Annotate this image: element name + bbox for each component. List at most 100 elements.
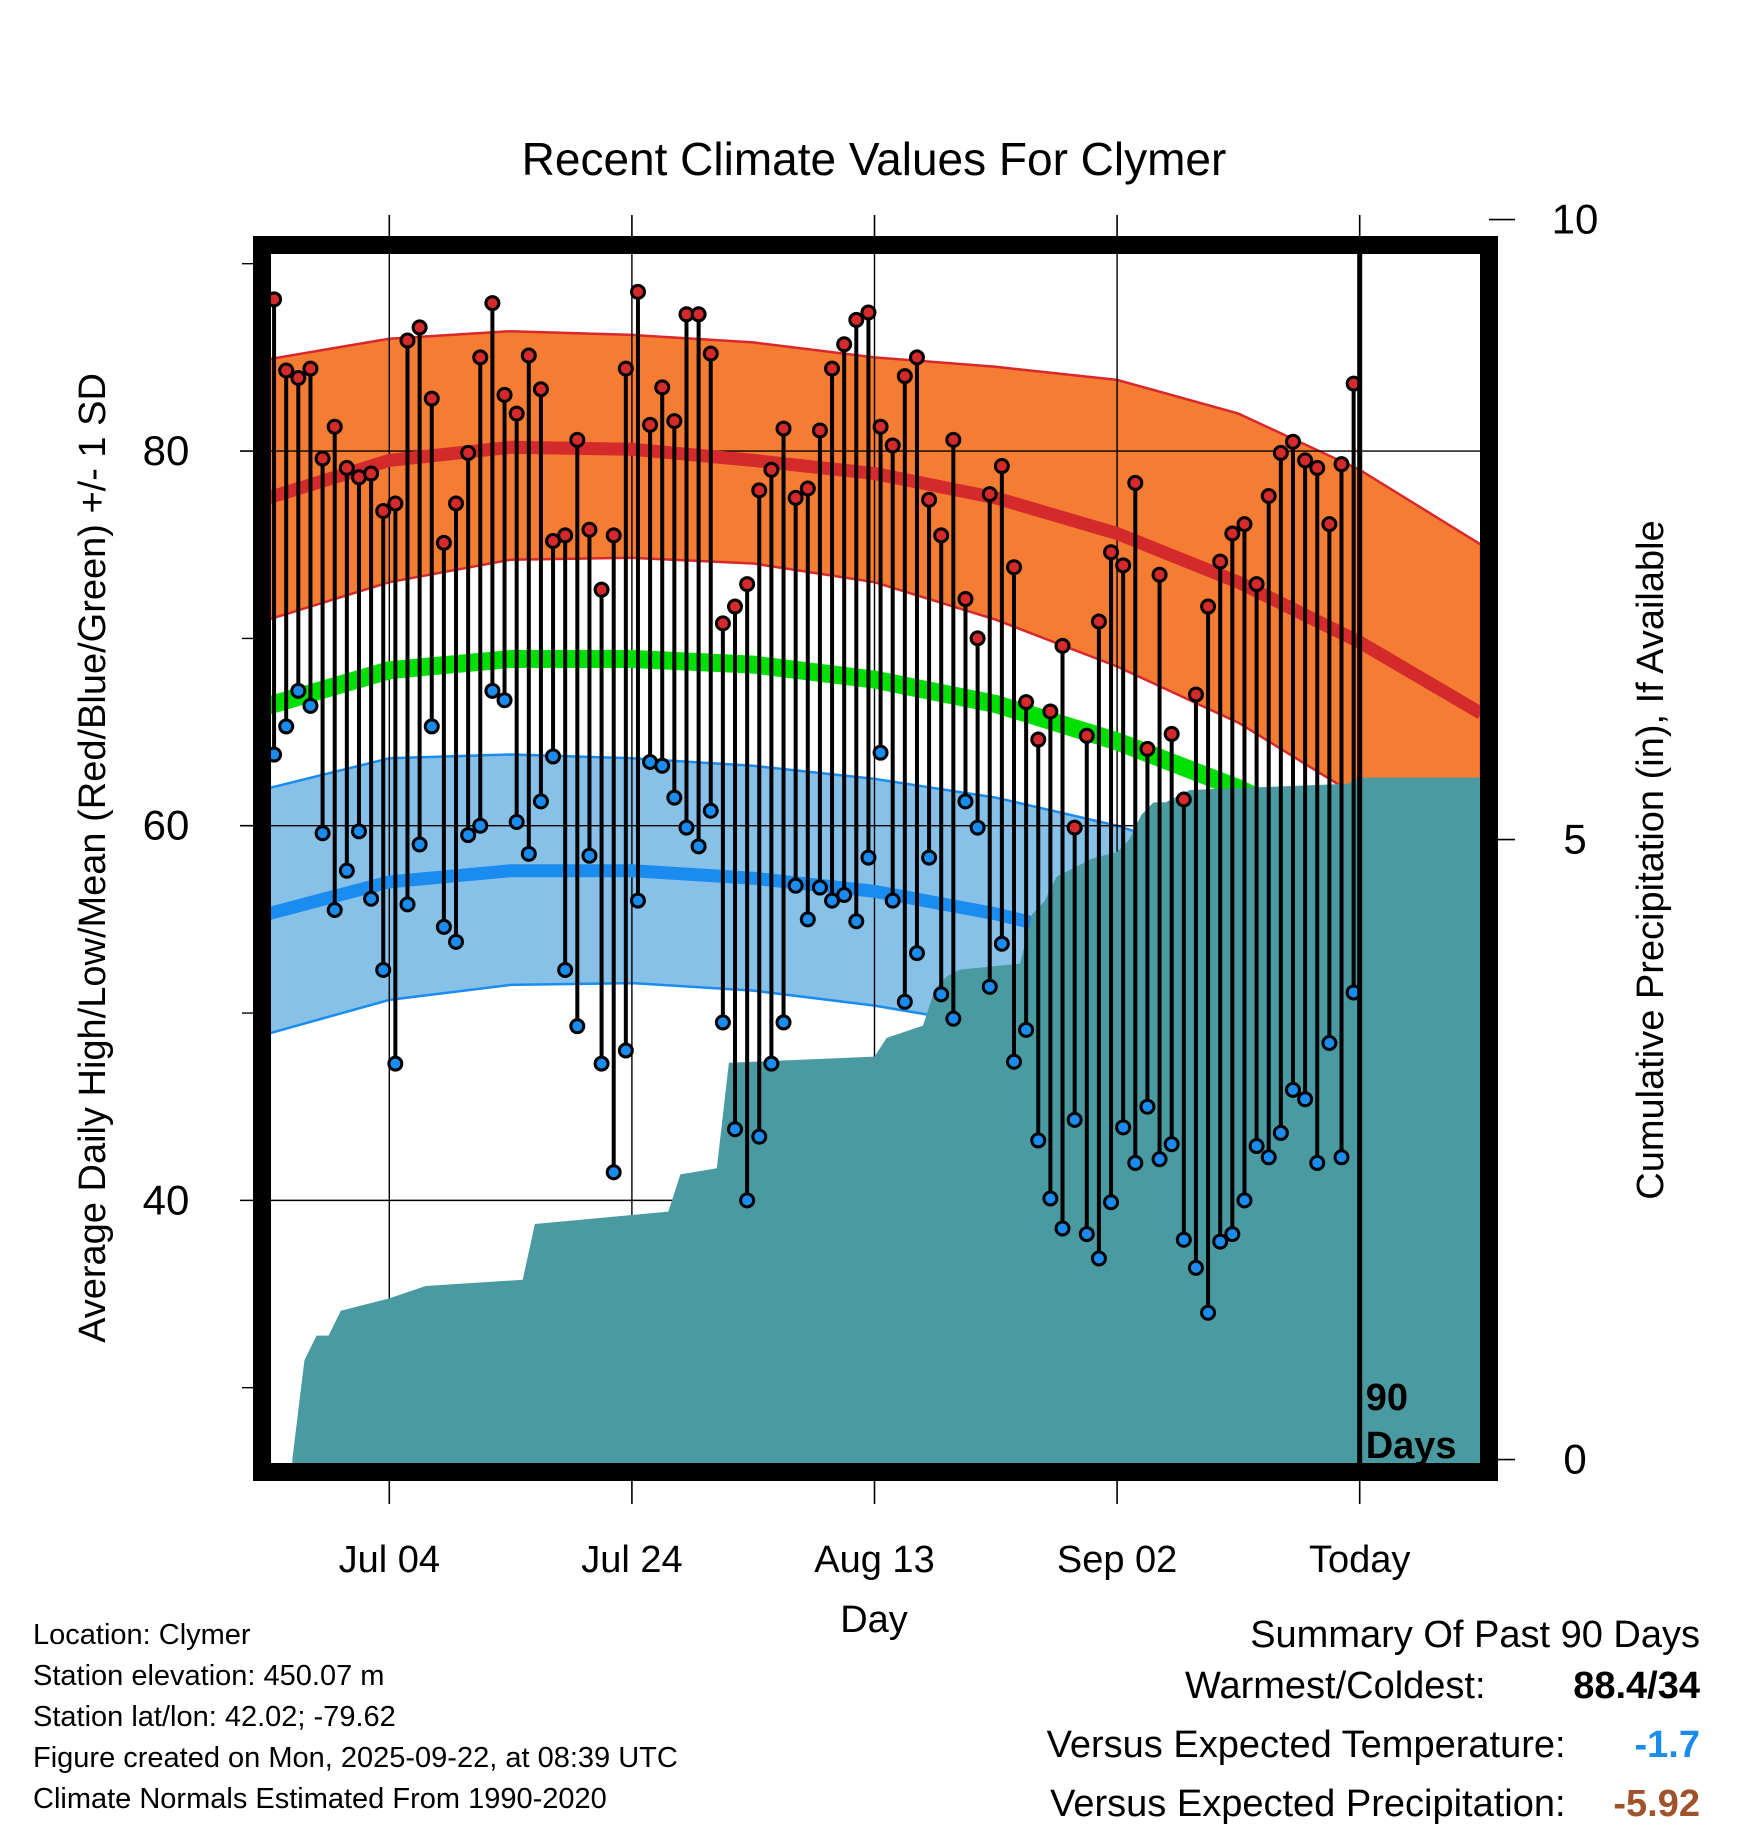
high-temp-dot xyxy=(569,431,586,448)
high-temp-dot xyxy=(1333,456,1350,473)
high-temp-dot xyxy=(1260,488,1277,505)
low-temp-dot xyxy=(1151,1151,1168,1168)
low-temp-dot xyxy=(557,961,574,978)
low-temp-dot xyxy=(945,1010,962,1027)
high-temp-dot xyxy=(714,615,731,632)
low-temp-dot xyxy=(508,813,525,830)
high-temp-dot xyxy=(848,311,865,328)
low-temp-dot xyxy=(1272,1124,1289,1141)
low-temp-dot xyxy=(957,793,974,810)
high-temp-dot xyxy=(605,527,622,544)
low-temp-dot xyxy=(569,1018,586,1035)
high-temp-dot xyxy=(1090,613,1107,630)
high-temp-dot xyxy=(1054,637,1071,654)
high-temp-dot xyxy=(727,598,744,615)
high-temp-dot xyxy=(933,527,950,544)
precip-departure-label: Versus Expected Precipitation: xyxy=(1050,1783,1566,1825)
low-temp-dot xyxy=(702,802,719,819)
low-temp-dot xyxy=(1090,1250,1107,1267)
low-temp-dot xyxy=(496,692,513,709)
low-temp-dot xyxy=(1103,1194,1120,1211)
high-temp-dot xyxy=(617,360,634,377)
low-temp-dot xyxy=(375,961,392,978)
high-temp-dot xyxy=(520,347,537,364)
low-temp-dot xyxy=(981,978,998,995)
low-temp-dot xyxy=(1139,1098,1156,1115)
low-temp-dot xyxy=(1297,1091,1314,1108)
high-temp-dot xyxy=(896,368,913,385)
high-temp-dot xyxy=(993,458,1010,475)
warmest-coldest-value: 88.4/34 xyxy=(1573,1665,1700,1707)
high-temp-dot xyxy=(593,581,610,598)
x-tick-label: Today xyxy=(1309,1539,1410,1581)
high-temp-dot xyxy=(872,418,889,435)
high-temp-dot xyxy=(787,489,804,506)
low-temp-dot xyxy=(290,682,307,699)
high-temp-dot xyxy=(1200,598,1217,615)
warmest-coldest-label: Warmest/Coldest: xyxy=(1184,1665,1486,1707)
low-temp-dot xyxy=(460,827,477,844)
high-temp-dot xyxy=(1151,566,1168,583)
low-temp-dot xyxy=(1248,1138,1265,1155)
high-temp-dot xyxy=(326,418,343,435)
low-temp-dot xyxy=(775,1014,792,1031)
temp-departure-label: Versus Expected Temperature: xyxy=(1046,1724,1566,1766)
high-temp-dot xyxy=(1236,516,1253,533)
high-temp-dot xyxy=(957,591,974,608)
today-marker-label-line1: 90 xyxy=(1366,1377,1408,1419)
low-temp-dot xyxy=(520,845,537,862)
low-temp-dot xyxy=(387,1055,404,1072)
low-temp-dot xyxy=(545,748,562,765)
low-temp-dot xyxy=(872,744,889,761)
high-temp-dot xyxy=(1212,553,1229,570)
low-temp-dot xyxy=(848,913,865,930)
high-temp-dot xyxy=(435,534,452,551)
low-temp-dot xyxy=(1333,1149,1350,1166)
today-marker-label-line2: Days xyxy=(1366,1425,1457,1467)
x-tick-label: Jul 04 xyxy=(339,1539,440,1581)
high-temp-dot xyxy=(508,405,525,422)
high-temp-dot xyxy=(666,413,683,430)
low-temp-dot xyxy=(1284,1081,1301,1098)
high-temp-dot xyxy=(1175,791,1192,808)
high-temp-dot xyxy=(302,360,319,377)
low-temp-dot xyxy=(896,993,913,1010)
info-created: Figure created on Mon, 2025-09-22, at 08… xyxy=(33,1742,678,1774)
high-temp-dot xyxy=(629,283,646,300)
low-temp-dot xyxy=(1030,1132,1047,1149)
high-temp-dot xyxy=(314,450,331,467)
high-temp-dot xyxy=(1297,452,1314,469)
high-temp-dot xyxy=(1030,731,1047,748)
precip-departure-value: -5.92 xyxy=(1613,1783,1700,1825)
high-temp-dot xyxy=(1127,474,1144,491)
info-location: Location: Clymer xyxy=(33,1619,251,1651)
low-temp-dot xyxy=(763,1055,780,1072)
high-temp-dot xyxy=(1187,686,1204,703)
low-temp-dot xyxy=(933,986,950,1003)
low-temp-dot xyxy=(1236,1192,1253,1209)
low-temp-dot xyxy=(326,902,343,919)
low-temp-dot xyxy=(363,890,380,907)
high-temp-dot xyxy=(824,360,841,377)
high-temp-dot xyxy=(472,349,489,366)
low-temp-dot xyxy=(884,892,901,909)
high-temp-dot xyxy=(763,461,780,478)
low-temp-dot xyxy=(1054,1220,1071,1237)
low-temp-dot xyxy=(739,1192,756,1209)
low-temp-dot xyxy=(714,1014,731,1031)
low-temp-dot xyxy=(908,945,925,962)
high-temp-dot xyxy=(981,486,998,503)
plot-area: 90 Days xyxy=(253,236,1498,1481)
low-temp-dot xyxy=(581,847,598,864)
high-temp-dot xyxy=(811,422,828,439)
low-temp-dot xyxy=(787,877,804,894)
high-temp-dot xyxy=(739,576,756,593)
low-temp-dot xyxy=(1187,1259,1204,1276)
x-tick-label: Aug 13 xyxy=(814,1539,934,1581)
high-temp-dot xyxy=(290,370,307,387)
high-temp-dot xyxy=(1272,444,1289,461)
high-temp-dot xyxy=(908,349,925,366)
high-temp-dot xyxy=(1078,727,1095,744)
low-temp-dot xyxy=(350,823,367,840)
low-temp-dot xyxy=(1078,1226,1095,1243)
